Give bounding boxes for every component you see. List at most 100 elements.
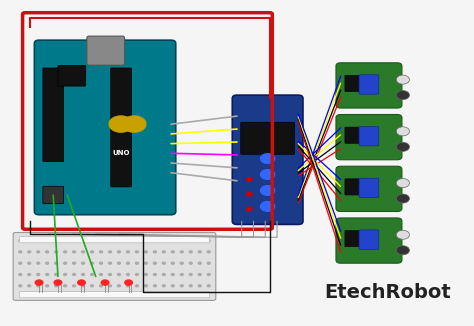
Circle shape: [154, 251, 156, 253]
Circle shape: [145, 274, 147, 275]
Circle shape: [100, 274, 102, 275]
FancyBboxPatch shape: [35, 40, 176, 215]
Circle shape: [55, 285, 57, 287]
Circle shape: [207, 274, 210, 275]
Circle shape: [118, 274, 120, 275]
Circle shape: [172, 285, 174, 287]
Circle shape: [109, 251, 111, 253]
Circle shape: [28, 240, 31, 242]
Circle shape: [198, 240, 201, 242]
Circle shape: [37, 274, 40, 275]
Circle shape: [36, 280, 43, 285]
Circle shape: [118, 262, 120, 264]
Circle shape: [46, 262, 48, 264]
Circle shape: [91, 262, 93, 264]
FancyBboxPatch shape: [345, 75, 371, 92]
Circle shape: [19, 262, 22, 264]
Circle shape: [396, 230, 410, 239]
Circle shape: [396, 179, 410, 187]
FancyBboxPatch shape: [232, 95, 303, 224]
Circle shape: [101, 280, 109, 285]
Circle shape: [181, 251, 183, 253]
Circle shape: [55, 274, 57, 275]
FancyBboxPatch shape: [43, 186, 64, 204]
Circle shape: [246, 207, 252, 211]
Circle shape: [198, 274, 201, 275]
Circle shape: [100, 251, 102, 253]
Circle shape: [163, 285, 165, 287]
Circle shape: [145, 285, 147, 287]
Circle shape: [19, 285, 22, 287]
Circle shape: [189, 251, 192, 253]
Circle shape: [154, 285, 156, 287]
Circle shape: [118, 240, 120, 242]
Circle shape: [64, 262, 66, 264]
FancyBboxPatch shape: [43, 68, 64, 162]
Circle shape: [136, 262, 138, 264]
Circle shape: [136, 274, 138, 275]
Circle shape: [261, 154, 275, 163]
Circle shape: [198, 251, 201, 253]
Circle shape: [127, 285, 129, 287]
Circle shape: [55, 262, 57, 264]
Circle shape: [100, 285, 102, 287]
Circle shape: [396, 246, 410, 255]
Circle shape: [64, 240, 66, 242]
Circle shape: [82, 274, 84, 275]
Circle shape: [37, 262, 40, 264]
Circle shape: [207, 285, 210, 287]
FancyBboxPatch shape: [336, 114, 402, 160]
Circle shape: [207, 262, 210, 264]
Circle shape: [46, 285, 48, 287]
Circle shape: [37, 251, 40, 253]
Circle shape: [261, 185, 275, 195]
Circle shape: [64, 251, 66, 253]
FancyBboxPatch shape: [241, 122, 294, 154]
Circle shape: [396, 142, 410, 151]
Circle shape: [64, 285, 66, 287]
Circle shape: [127, 274, 129, 275]
Circle shape: [172, 240, 174, 242]
FancyBboxPatch shape: [359, 230, 379, 249]
Circle shape: [37, 285, 40, 287]
Circle shape: [19, 251, 22, 253]
Circle shape: [181, 262, 183, 264]
Circle shape: [73, 262, 75, 264]
Circle shape: [91, 274, 93, 275]
Circle shape: [109, 240, 111, 242]
Circle shape: [136, 251, 138, 253]
FancyBboxPatch shape: [336, 166, 402, 212]
Circle shape: [127, 240, 129, 242]
Circle shape: [189, 240, 192, 242]
Circle shape: [28, 285, 31, 287]
Circle shape: [246, 177, 252, 181]
Circle shape: [91, 285, 93, 287]
Circle shape: [91, 240, 93, 242]
Circle shape: [261, 170, 275, 179]
Circle shape: [82, 285, 84, 287]
Circle shape: [154, 262, 156, 264]
Circle shape: [261, 201, 275, 211]
Circle shape: [109, 116, 133, 132]
FancyBboxPatch shape: [111, 68, 131, 187]
FancyBboxPatch shape: [345, 179, 371, 195]
Circle shape: [109, 274, 111, 275]
Circle shape: [163, 251, 165, 253]
Circle shape: [145, 251, 147, 253]
Circle shape: [396, 194, 410, 203]
Circle shape: [154, 274, 156, 275]
Text: EtechRobot: EtechRobot: [324, 283, 451, 302]
Circle shape: [91, 251, 93, 253]
Circle shape: [19, 240, 22, 242]
Circle shape: [198, 262, 201, 264]
Circle shape: [125, 280, 132, 285]
FancyBboxPatch shape: [58, 66, 86, 86]
Circle shape: [181, 285, 183, 287]
Circle shape: [28, 274, 31, 275]
Circle shape: [46, 240, 48, 242]
Circle shape: [396, 127, 410, 136]
Circle shape: [73, 274, 75, 275]
Circle shape: [82, 251, 84, 253]
Circle shape: [172, 274, 174, 275]
Circle shape: [55, 251, 57, 253]
